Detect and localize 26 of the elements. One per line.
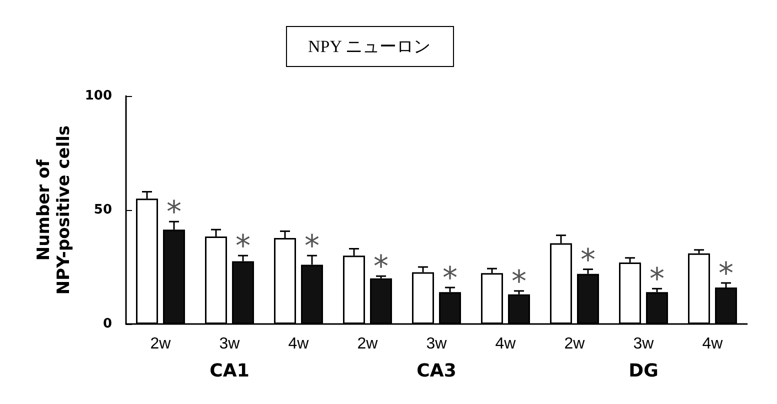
data-label: *	[304, 229, 320, 264]
data-label: *	[718, 256, 734, 292]
text: DG	[628, 360, 658, 382]
y-tick-label: 50	[94, 202, 112, 218]
data-label: *	[580, 242, 596, 278]
text: CA3	[416, 360, 456, 382]
x-tick-label: 4w	[702, 336, 724, 352]
x-tick-label: 2w	[564, 336, 586, 352]
x-tick-label: 4w	[495, 336, 516, 352]
x-tick-label: 4w	[288, 336, 310, 352]
data-label: *	[650, 262, 664, 298]
y-axis-title: Number of NPY-positive cells	[34, 125, 74, 295]
text: CA1	[210, 360, 250, 382]
y-tick-label: 0	[102, 316, 112, 332]
data-label: *	[236, 229, 250, 264]
data-label: *	[166, 195, 182, 230]
data-label: *	[374, 250, 388, 285]
x-tick-label: 3w	[219, 336, 240, 352]
x-tick-label: 2w	[357, 336, 378, 352]
data-label: *	[442, 261, 458, 296]
x-tick-label: 2w	[150, 336, 172, 352]
data-label: *	[512, 264, 526, 300]
x-tick-label: 3w	[633, 336, 654, 352]
chart-title: NPY ニューロン	[308, 37, 431, 56]
x-tick-label: 3w	[426, 336, 448, 352]
y-tick-label: 100	[84, 88, 112, 104]
